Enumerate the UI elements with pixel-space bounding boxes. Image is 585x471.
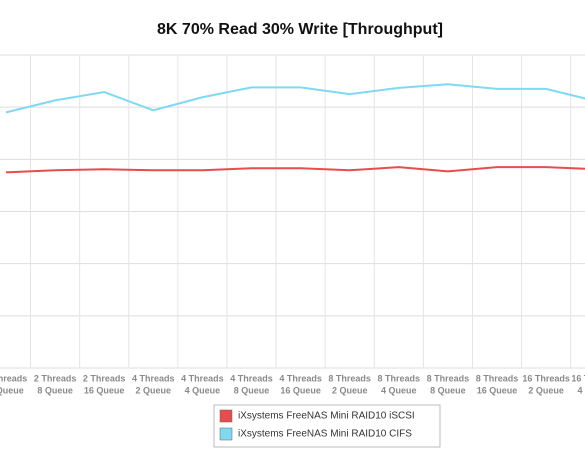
x-tick-label: 2 Queue bbox=[136, 385, 172, 395]
x-tick-label: 4 Queue bbox=[381, 385, 417, 395]
legend-label: iXsystems FreeNAS Mini RAID10 CIFS bbox=[238, 429, 412, 440]
x-tick-label: 4 Queue bbox=[0, 385, 24, 395]
x-tick-label: 2 Threads bbox=[0, 373, 27, 383]
x-tick-label: 16 Queue bbox=[84, 385, 125, 395]
x-tick-label: 2 Queue bbox=[332, 385, 368, 395]
x-tick-label: 2 Queue bbox=[528, 385, 564, 395]
legend-swatch bbox=[219, 409, 233, 423]
x-tick-label: 16 Threads bbox=[522, 373, 570, 383]
x-tick-label: 8 Queue bbox=[37, 385, 73, 395]
x-tick-label: 2 Threads bbox=[34, 373, 77, 383]
x-tick-label: 8 Queue bbox=[430, 385, 466, 395]
x-tick-label: 8 Threads bbox=[476, 373, 519, 383]
x-tick-label: 4 Threads bbox=[181, 373, 224, 383]
legend-swatch bbox=[219, 427, 233, 441]
x-tick-label: 4 Queue bbox=[577, 385, 585, 395]
x-tick-label: 16 Queue bbox=[280, 385, 321, 395]
legend-label: iXsystems FreeNAS Mini RAID10 iSCSI bbox=[238, 411, 415, 422]
x-tick-label: 2 Threads bbox=[83, 373, 126, 383]
x-tick-label: 8 Threads bbox=[328, 373, 371, 383]
x-tick-label: 16 Queue bbox=[477, 385, 518, 395]
legend-box bbox=[213, 404, 441, 448]
x-tick-label: 4 Threads bbox=[279, 373, 322, 383]
x-tick-label: 4 Threads bbox=[132, 373, 175, 383]
x-tick-label: 8 Threads bbox=[427, 373, 470, 383]
series-line bbox=[5, 83, 585, 114]
x-tick-label: 4 Threads bbox=[230, 373, 273, 383]
x-tick-label: 8 Queue bbox=[234, 385, 270, 395]
x-tick-label: 16 Threads bbox=[571, 373, 585, 383]
x-tick-label: 4 Queue bbox=[185, 385, 221, 395]
series-line bbox=[5, 166, 585, 174]
chart-title: 8K 70% Read 30% Write [Throughput] bbox=[157, 21, 443, 38]
x-tick-label: 8 Threads bbox=[378, 373, 421, 383]
